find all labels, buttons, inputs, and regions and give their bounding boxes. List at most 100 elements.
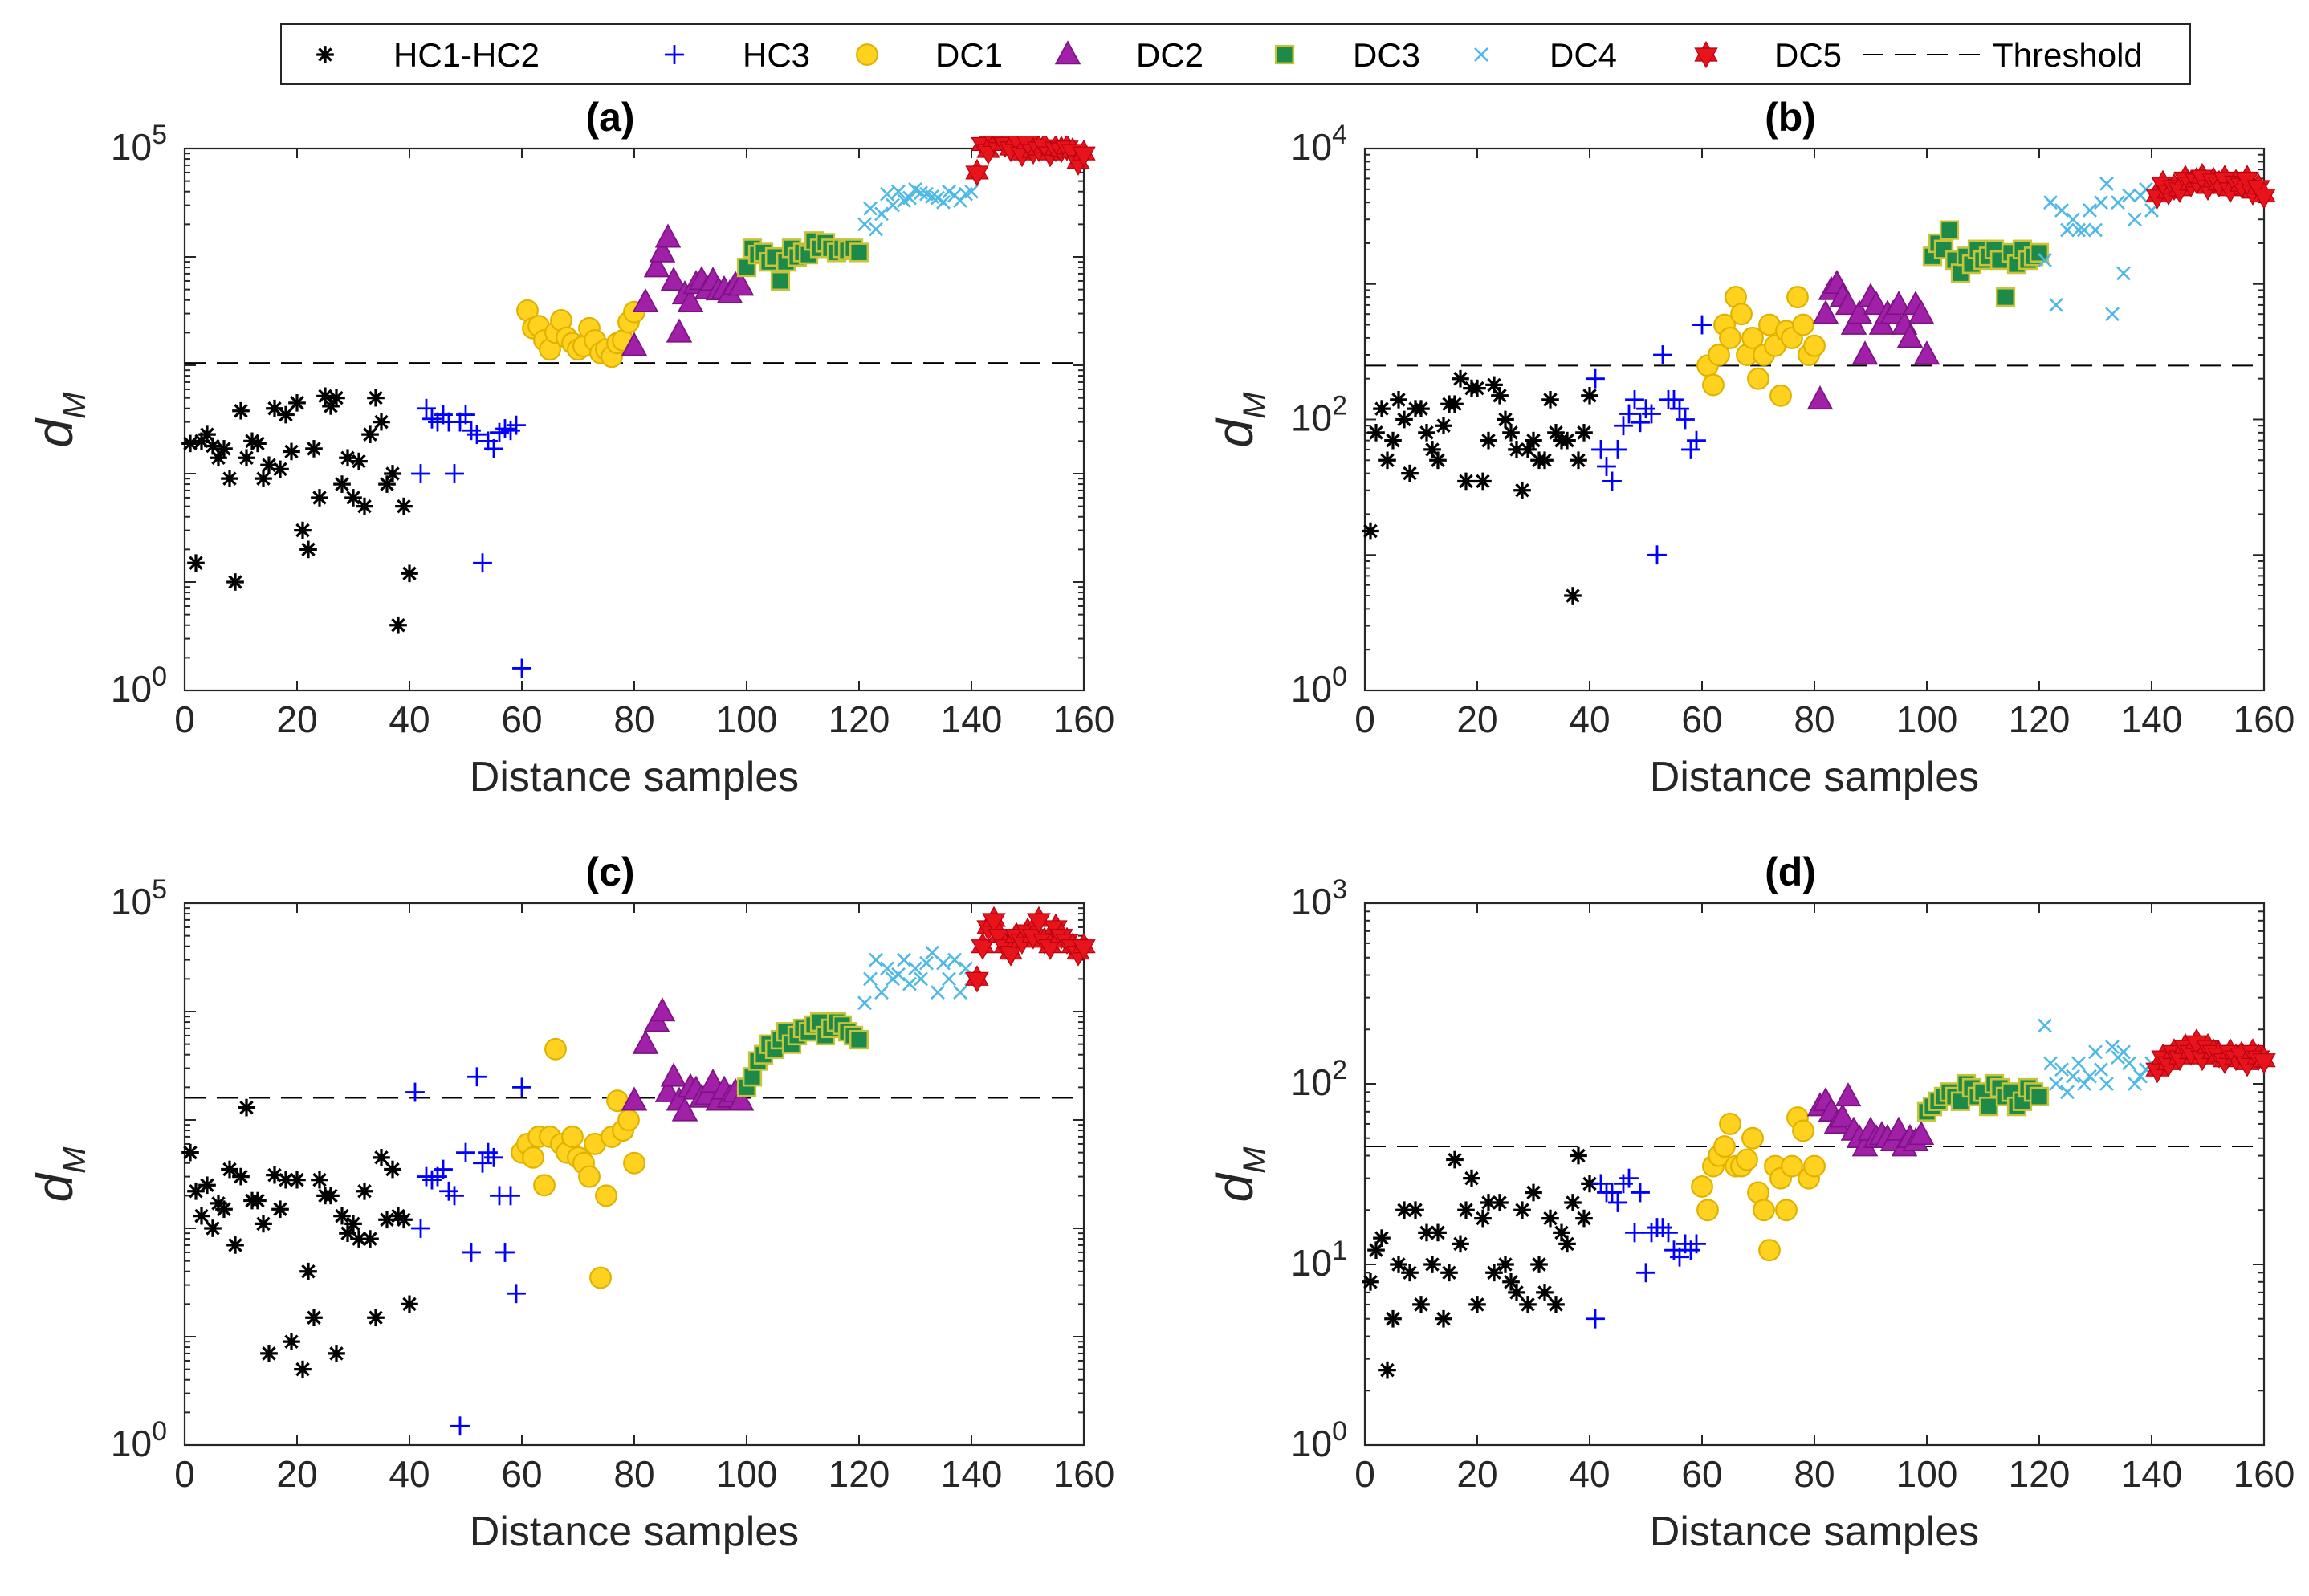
data-point-hc — [281, 441, 302, 462]
data-point-hc — [298, 539, 319, 560]
data-point-hc — [1388, 1254, 1409, 1275]
x-tick-label: 20 — [276, 698, 317, 740]
data-point-dc2 — [661, 1063, 686, 1087]
x-tick-label: 60 — [501, 698, 542, 740]
data-point-dc4 — [2099, 1076, 2115, 1092]
data-point-dc1 — [595, 1184, 617, 1207]
series-hc — [180, 385, 420, 636]
data-point-hc — [1467, 1294, 1488, 1315]
x-tick-label: 60 — [1681, 1453, 1722, 1495]
data-point-dc1 — [1786, 286, 1809, 309]
x-tick-label: 60 — [501, 1453, 542, 1495]
data-point-hc3 — [449, 1415, 471, 1437]
data-point-dc4 — [868, 222, 884, 237]
data-point-dc4 — [2048, 297, 2064, 313]
x-tick-label: 80 — [1794, 1453, 1835, 1495]
data-point-hc — [1562, 1192, 1583, 1213]
series-hc3 — [404, 1065, 533, 1437]
data-point-dc4 — [2076, 1076, 2092, 1092]
series-dc2 — [621, 224, 754, 356]
data-point-dc4 — [2048, 1076, 2064, 1092]
data-point-hc3 — [505, 1282, 527, 1305]
data-point-hc — [1579, 385, 1600, 406]
data-point-hc — [1456, 1199, 1476, 1220]
x-tick-label: 80 — [613, 1453, 654, 1495]
data-point-hc3 — [1646, 544, 1668, 566]
data-point-hc — [1416, 422, 1437, 443]
data-point-dc4 — [874, 984, 890, 1000]
data-points — [1360, 1018, 2276, 1381]
data-point-hc — [1439, 1262, 1460, 1283]
data-point-dc1 — [1741, 1126, 1764, 1150]
legend-marker-square-icon — [1274, 44, 1295, 65]
data-point-hc — [247, 433, 268, 454]
x-tick-label: 80 — [613, 698, 654, 740]
x-tick-label: 0 — [1354, 1453, 1375, 1495]
data-point-hc — [399, 1293, 420, 1314]
x-tick-label: 160 — [1053, 698, 1115, 740]
data-point-hc — [1444, 1150, 1465, 1171]
data-point-hc — [1388, 389, 1409, 410]
data-point-hc — [1450, 1233, 1471, 1254]
x-axis-title: Distance samples — [1650, 754, 1979, 800]
data-point-hc — [1371, 398, 1392, 419]
y-tick-label: 105 — [111, 120, 167, 168]
data-point-hc3 — [471, 552, 494, 574]
data-point-hc — [1433, 415, 1454, 436]
data-point-dc1 — [1747, 367, 1769, 390]
legend-label: DC1 — [935, 36, 1003, 74]
x-axis-title: Distance samples — [470, 754, 799, 800]
series-dc3 — [736, 1012, 869, 1097]
data-point-dc1 — [617, 1109, 640, 1131]
data-point-dc4 — [2065, 1069, 2081, 1084]
data-point-dc3 — [849, 242, 869, 263]
data-point-hc3 — [511, 1077, 533, 1098]
y-tick-label: 101 — [1291, 1236, 1347, 1284]
x-tick-label: 120 — [2009, 1453, 2071, 1495]
y-tick-label: 103 — [1291, 874, 1347, 922]
data-point-dc1 — [578, 1165, 601, 1188]
data-point-hc — [354, 1181, 375, 1202]
data-point-hc — [1399, 1262, 1420, 1283]
data-points — [180, 136, 1096, 679]
y-axis-title: dM — [1206, 1146, 1273, 1203]
series-dc3 — [1922, 220, 2050, 307]
x-axis-title: Distance samples — [470, 1508, 799, 1555]
data-point-dc3 — [1939, 220, 1960, 240]
x-tick-label: 20 — [276, 1453, 317, 1495]
data-point-hc — [388, 615, 409, 636]
data-point-hc — [354, 496, 375, 517]
series-dc2 — [621, 998, 754, 1122]
series-dc5 — [2145, 163, 2276, 210]
data-point-hc3 — [1691, 314, 1713, 336]
data-point-dc4 — [2037, 1018, 2053, 1033]
data-point-hc — [1456, 470, 1476, 491]
data-point-hc — [1484, 1262, 1505, 1283]
data-point-hc3 — [443, 462, 466, 485]
data-point-dc1 — [1719, 1112, 1741, 1135]
data-point-dc3 — [770, 271, 791, 291]
data-point-dc1 — [1702, 373, 1725, 397]
data-point-dc5 — [965, 159, 989, 186]
data-point-dc1 — [1696, 1199, 1719, 1222]
data-point-dc2 — [650, 998, 675, 1022]
data-point-hc — [225, 1235, 246, 1256]
data-point-dc1 — [1691, 1175, 1713, 1198]
series-dc4 — [857, 945, 979, 1011]
data-point-hc — [1366, 422, 1387, 443]
data-point-dc4 — [862, 971, 878, 987]
x-tick-label: 100 — [716, 1453, 778, 1495]
data-point-hc3 — [1590, 438, 1612, 461]
data-point-dc1 — [561, 1125, 584, 1148]
series-hc — [1360, 368, 1600, 606]
data-point-hc — [259, 1343, 279, 1364]
legend-item-dc1: DC1 — [856, 36, 1003, 74]
data-point-hc — [214, 438, 234, 459]
data-point-dc4 — [902, 976, 918, 991]
data-point-hc3 — [409, 462, 432, 485]
data-point-hc — [230, 401, 251, 421]
data-point-hc — [236, 447, 257, 468]
legend-label: HC1-HC2 — [393, 36, 540, 74]
panel-title: (c) — [585, 849, 634, 894]
series-dc4 — [857, 181, 979, 237]
